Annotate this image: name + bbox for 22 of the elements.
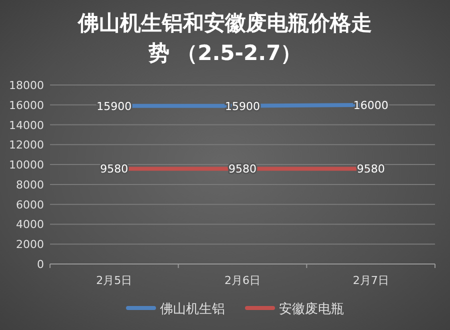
data-label: 9580	[228, 162, 256, 176]
y-tick-label: 12000	[9, 138, 44, 152]
data-label: 15900	[96, 100, 132, 113]
y-tick-label: 2000	[16, 238, 44, 252]
y-tick-label: 4000	[16, 218, 44, 232]
y-tick-label: 18000	[9, 79, 44, 92]
y-tick-label: 8000	[16, 178, 44, 192]
y-tick-label: 10000	[9, 158, 44, 172]
chart-title: 佛山机生铝和安徽废电瓶价格走势 （2.5-2.7）	[76, 10, 373, 67]
y-tick-label: 0	[37, 258, 44, 271]
data-label: 15900	[225, 100, 260, 113]
x-tick-label: 2月5日	[96, 274, 132, 287]
data-label: 9580	[356, 162, 385, 176]
y-tick-label: 6000	[16, 198, 44, 212]
data-label: 16000	[353, 98, 388, 112]
x-tick-label: 2月7日	[352, 274, 389, 287]
x-tick-label: 2月6日	[224, 274, 260, 287]
y-tick-label: 16000	[9, 98, 44, 112]
y-tick-label: 14000	[9, 118, 44, 132]
data-label: 9580	[100, 162, 128, 176]
legend-label: 佛山机生铝	[160, 302, 225, 317]
legend-label: 安徽废电瓶	[279, 301, 344, 317]
